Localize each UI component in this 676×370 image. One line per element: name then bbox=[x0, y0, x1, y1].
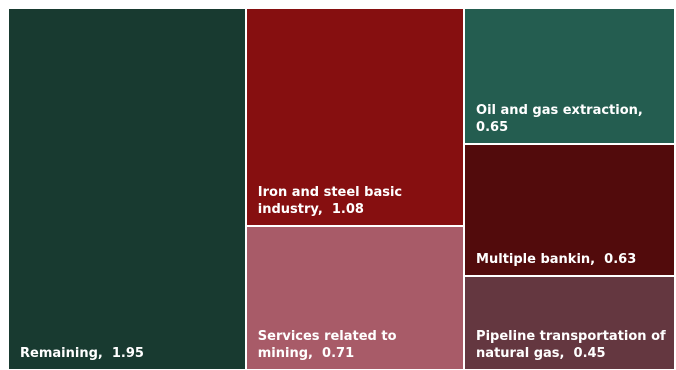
tile-value-oil-gas: 0.65 bbox=[476, 120, 509, 135]
tile-value-mining-services: 0.71 bbox=[322, 345, 355, 361]
tile-label-mining-services: Services related to mining, 0.71 bbox=[257, 328, 397, 361]
tile-oil-gas: Oil and gas extraction, 0.65 bbox=[464, 8, 675, 144]
tile-value-multiple-bankin: 0.63 bbox=[604, 251, 637, 267]
tile-name-multiple-bankin: Multiple bankin bbox=[476, 251, 591, 267]
tile-pipeline: Pipeline transportation of natural gas, … bbox=[464, 275, 675, 370]
tile-iron-steel: Iron and steel basic industry, 1.08 bbox=[245, 8, 465, 227]
tile-value-pipeline: 0.45 bbox=[573, 345, 606, 361]
tile-multiple-bankin: Multiple bankin, 0.63 bbox=[464, 144, 675, 276]
tile-remaining: Remaining, 1.95 bbox=[8, 8, 246, 370]
tile-label-multiple-bankin: Multiple bankin, 0.63 bbox=[476, 251, 637, 267]
tile-label-pipeline: Pipeline transportation of natural gas, … bbox=[476, 328, 666, 361]
tile-name-oil-gas: Oil and gas extraction bbox=[476, 103, 638, 118]
tile-name-iron-steel: Iron and steel basic industry bbox=[257, 185, 403, 218]
tile-mining-services: Services related to mining, 0.71 bbox=[245, 226, 465, 370]
tile-label-oil-gas: Oil and gas extraction, 0.65 bbox=[476, 103, 648, 135]
tile-name-mining-services: Services related to mining bbox=[257, 328, 397, 361]
tile-label-remaining: Remaining, 1.95 bbox=[20, 346, 144, 361]
tile-name-pipeline: Pipeline transportation of natural gas bbox=[476, 328, 666, 361]
tile-name-remaining: Remaining bbox=[20, 346, 98, 361]
tile-label-iron-steel: Iron and steel basic industry, 1.08 bbox=[257, 185, 403, 218]
tile-value-iron-steel: 1.08 bbox=[331, 202, 364, 218]
tile-value-remaining: 1.95 bbox=[111, 346, 144, 361]
